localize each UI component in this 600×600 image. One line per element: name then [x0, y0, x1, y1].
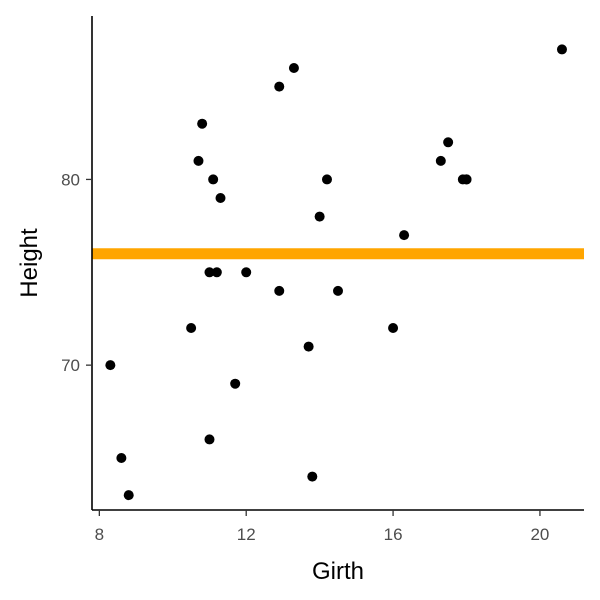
data-point-22 [333, 285, 343, 296]
data-point-13 [230, 378, 241, 389]
data-point-17 [288, 63, 299, 73]
data-point-5 [193, 155, 204, 166]
data-point-2 [116, 453, 127, 463]
y-tick-label: 80 [61, 170, 80, 189]
data-point-14 [241, 267, 252, 278]
data-point-15 [274, 285, 285, 296]
data-point-29 [461, 174, 472, 185]
x-tick-label: 8 [95, 525, 104, 544]
data-point-21 [321, 174, 332, 185]
data-point-8 [204, 267, 215, 278]
data-point-1 [105, 360, 116, 371]
x-tick-label: 16 [384, 525, 403, 544]
data-point-6 [197, 118, 208, 129]
x-axis-title: Girth [312, 558, 364, 585]
data-point-10 [211, 267, 222, 278]
data-point-26 [443, 137, 454, 148]
data-point-11 [215, 193, 226, 203]
data-point-24 [399, 230, 410, 241]
data-point-20 [314, 211, 325, 222]
x-tick-label: 20 [530, 525, 549, 544]
data-point-18 [303, 341, 314, 352]
points-layer [105, 44, 567, 501]
data-point-7 [204, 434, 215, 445]
data-point-16 [274, 81, 285, 92]
ticks-layer: 8 12 16 20 70 80 [61, 170, 549, 544]
data-point-23 [388, 323, 399, 333]
data-point-25 [435, 155, 446, 166]
x-tick-label: 12 [237, 525, 256, 544]
axes-layer [91, 16, 584, 511]
data-point-19 [307, 471, 318, 482]
data-point-3 [123, 490, 134, 501]
y-axis-title: Height [16, 228, 43, 298]
data-point-30 [556, 44, 567, 55]
data-point-9 [208, 174, 219, 185]
y-tick-label: 70 [61, 356, 80, 375]
data-point-4 [186, 323, 197, 333]
